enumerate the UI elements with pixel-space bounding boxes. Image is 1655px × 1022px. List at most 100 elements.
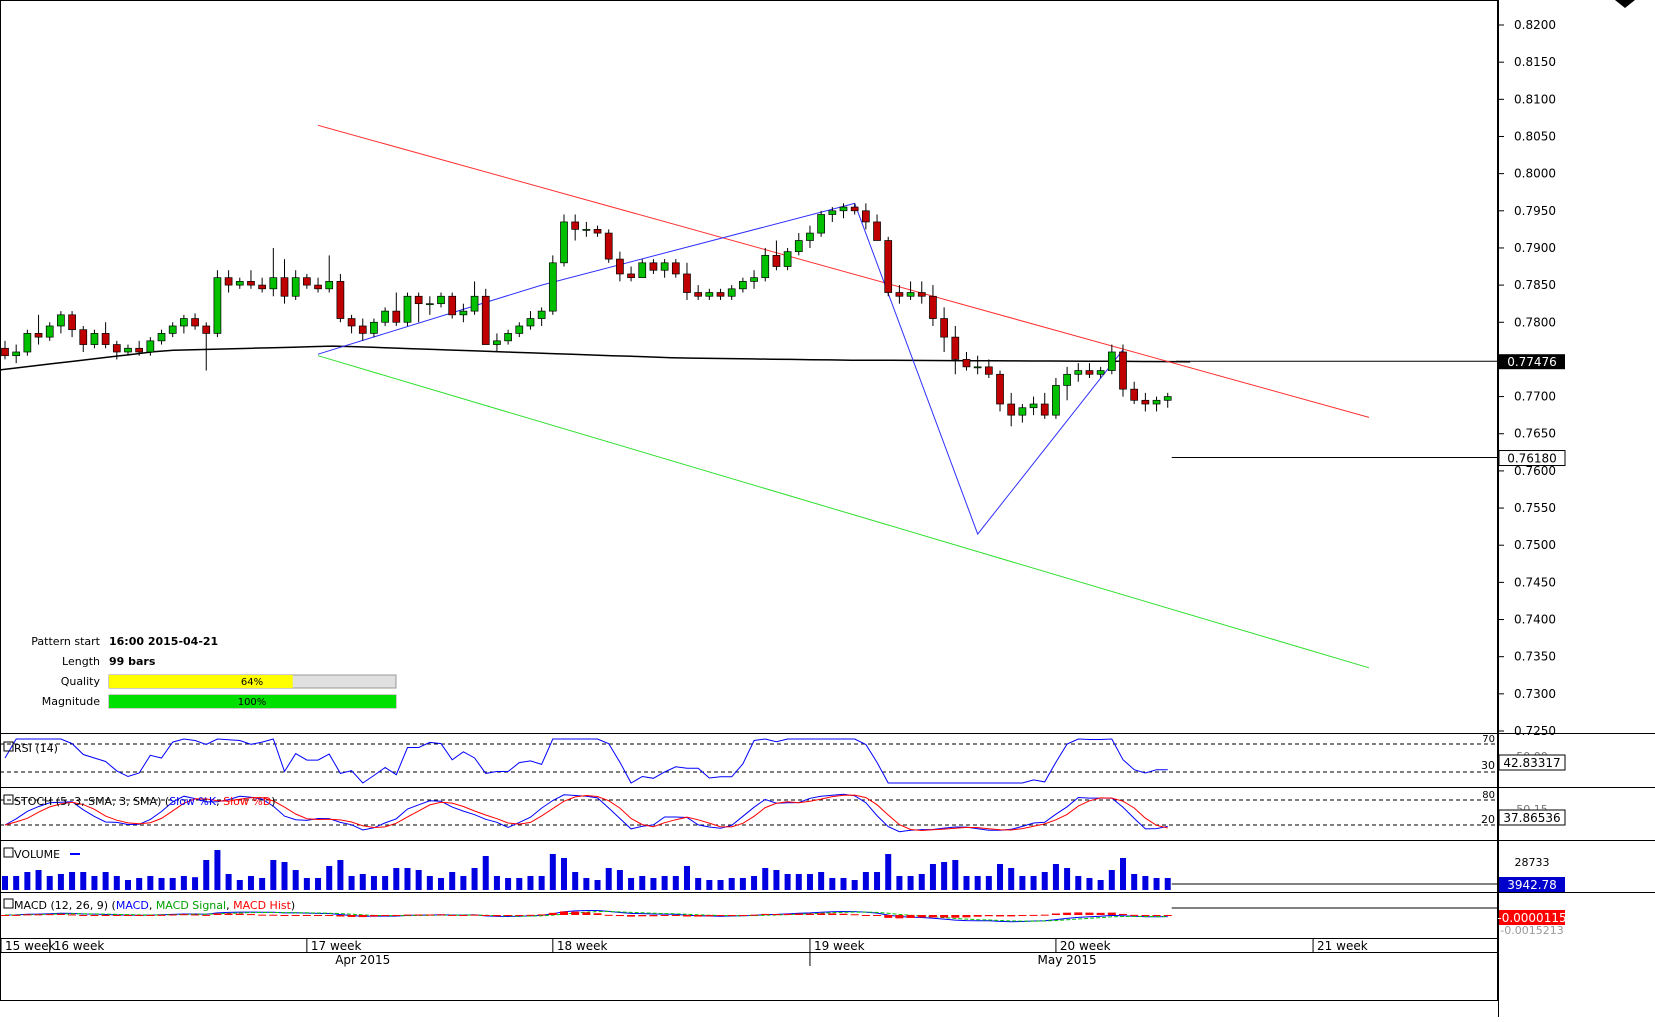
price-plot[interactable] — [0, 124, 1370, 669]
bear-candle-body — [1, 347, 9, 357]
candle — [1018, 404, 1027, 423]
macd-hist-bar — [403, 914, 412, 916]
macd-hist-bar — [906, 915, 915, 918]
magnitude-value: 100% — [238, 697, 267, 708]
rsi-pane[interactable]: RSI (14)703050.0042.83317 — [0, 734, 1566, 784]
rsi-value-box — [1498, 754, 1566, 771]
volume-bar — [549, 854, 556, 890]
candle — [828, 207, 837, 222]
stoch-pane[interactable]: STOCH (5, 3, SMA, 3, SMA) (Slow %K, Slow… — [0, 790, 1566, 833]
bull-candle-body — [180, 318, 188, 327]
bear-candle-body — [604, 232, 613, 260]
candle — [45, 322, 54, 341]
candle — [638, 259, 647, 279]
last-price-label: 0.76180 — [1507, 452, 1557, 466]
volume-bar — [583, 878, 590, 890]
volume-bar — [136, 878, 143, 890]
bull-candle-body — [705, 292, 714, 297]
bear-candle-body — [917, 292, 926, 297]
macd-hist-bar — [358, 915, 367, 918]
price-tick-label: 0.7700 — [1514, 390, 1556, 404]
volume-bar — [1064, 868, 1071, 890]
macd-hist-bar — [314, 915, 323, 916]
macd-hist-bar — [682, 915, 691, 917]
bull-candle-body — [146, 340, 155, 353]
bull-candle-body — [1063, 373, 1071, 386]
price-tick-label: 0.7450 — [1514, 575, 1556, 589]
bear-candle-body — [593, 229, 602, 234]
volume-bar — [1120, 858, 1126, 890]
macd-hist-bar — [1152, 915, 1161, 916]
candle — [146, 337, 155, 356]
price-tick-label: 0.7400 — [1514, 613, 1556, 627]
volume-bar — [561, 858, 567, 890]
macd-value-box — [1499, 910, 1565, 925]
candle — [794, 233, 803, 256]
bear-candle-body — [884, 240, 893, 293]
bull-candle-body — [1052, 385, 1060, 416]
macd-close-icon — [3, 898, 14, 909]
macd-hist-bar — [973, 915, 982, 917]
bear-candle-body — [1130, 388, 1139, 401]
candle — [772, 240, 781, 271]
macd-hist-bar — [1085, 912, 1094, 915]
candle — [34, 314, 43, 345]
stoch-d-line — [4, 794, 1168, 832]
volume-bar — [426, 876, 433, 890]
volume-bar — [91, 876, 98, 890]
candle — [526, 311, 535, 330]
candle — [1141, 392, 1150, 412]
macd-hist-bar — [325, 915, 334, 916]
bear-candle-body — [694, 292, 703, 297]
volume-bar — [203, 860, 210, 890]
candle — [12, 344, 21, 364]
candle — [358, 318, 367, 341]
volume-bar — [862, 872, 869, 890]
price-axis: 0.8200 0.8150 0.8100 0.8050 0.8000 0.7950 0.79… — [1498, 18, 1556, 738]
volume-bar — [985, 876, 992, 890]
macd-hist-bar — [548, 912, 557, 915]
candle — [101, 322, 110, 349]
macd-hist-bar — [604, 914, 613, 916]
magnitude-bar-fill — [109, 695, 396, 708]
macd-hist-bar — [459, 915, 468, 916]
candle — [347, 314, 356, 334]
candle — [962, 351, 971, 371]
macd-hist-bar — [940, 915, 949, 918]
candle — [884, 236, 893, 297]
volume-bar — [315, 878, 322, 890]
bull-candle-body — [1074, 370, 1083, 375]
bull-candle-body — [750, 277, 758, 282]
week-label: 18 week — [557, 939, 608, 953]
scroll-marker-icon[interactable] — [1615, 0, 1635, 8]
macd-hist-bar — [492, 915, 501, 917]
macd-hist-bar — [347, 915, 356, 917]
volume-bar — [1108, 870, 1115, 890]
volume-bar — [113, 876, 120, 890]
bear-candle-body — [1085, 370, 1094, 375]
macd-hist-bar — [448, 914, 457, 916]
volume-bar — [1164, 878, 1171, 890]
bear-candle-body — [34, 333, 43, 338]
volume-bar — [281, 862, 288, 890]
volume-bar — [706, 880, 713, 890]
volume-bar — [326, 866, 333, 890]
candle — [1007, 392, 1016, 427]
price-tick-label: 0.8200 — [1514, 18, 1556, 32]
candle — [705, 288, 714, 300]
macd-hist-bar — [1, 915, 9, 916]
bull-candle-body — [425, 303, 434, 306]
macd-pane[interactable]: MACD (12, 26, 9) (MACD, MACD Signal, MAC… — [1, 898, 1567, 937]
bull-candle-body — [213, 277, 222, 334]
bear-candle-body — [772, 255, 781, 267]
candle — [448, 292, 457, 319]
volume-bar — [493, 876, 500, 890]
macd-hist-bar — [269, 914, 278, 916]
macd-hist-bar — [705, 915, 714, 917]
candle — [1029, 396, 1038, 416]
candle — [235, 277, 244, 289]
volume-pane[interactable]: VOLUME 28733 3942.78 — [2, 847, 1565, 892]
candle — [906, 281, 915, 300]
